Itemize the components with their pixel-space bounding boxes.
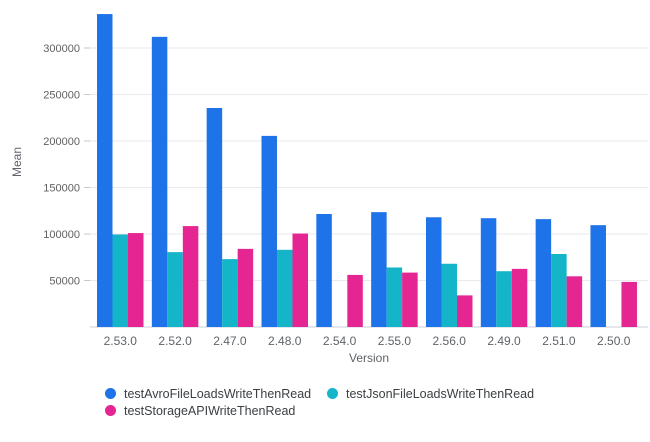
bar[interactable] (167, 252, 183, 327)
y-tick-label: 50000 (49, 276, 80, 288)
bar[interactable] (292, 233, 308, 327)
bar[interactable] (496, 271, 512, 327)
bar[interactable] (386, 267, 403, 327)
x-tick-label: 2.53.0 (104, 334, 138, 348)
bar[interactable] (535, 219, 552, 327)
legend: testAvroFileLoadsWriteThenRead testJsonFi… (105, 385, 534, 419)
legend-label: testJsonFileLoadsWriteThenRead (346, 386, 535, 401)
bar[interactable] (456, 295, 473, 327)
x-tick-label: 2.47.0 (213, 334, 247, 348)
y-tick-label: 250000 (43, 90, 80, 102)
bar[interactable] (441, 263, 457, 327)
bar[interactable] (182, 226, 199, 327)
bar[interactable] (551, 254, 567, 327)
legend-swatch-icon (327, 388, 338, 399)
bar[interactable] (97, 14, 113, 328)
x-axis-title: Version (348, 351, 390, 365)
bar[interactable] (511, 268, 528, 328)
x-tick-label: 2.54.0 (323, 334, 357, 348)
legend-label: testAvroFileLoadsWriteThenRead (124, 386, 312, 401)
bar[interactable] (261, 135, 277, 327)
bar[interactable] (128, 233, 144, 327)
bar[interactable] (621, 281, 637, 327)
x-tick-label: 2.51.0 (542, 334, 576, 348)
bar[interactable] (480, 218, 497, 327)
bar[interactable] (276, 249, 293, 327)
bar[interactable] (371, 212, 387, 327)
y-tick-label: 200000 (43, 136, 80, 148)
legend-label: testStorageAPIWriteThenRead (124, 403, 296, 418)
bar[interactable] (206, 107, 223, 328)
bar-plot: 50000 100000 150000 200000 250000 300000 2.53.… (43, 14, 648, 348)
legend-item-testStorageAPIWriteThenRead[interactable]: testStorageAPIWriteThenRead (105, 402, 327, 419)
legend-item-testAvroFileLoadsWriteThenRead[interactable]: testAvroFileLoadsWriteThenRead (105, 385, 327, 402)
x-tick-label: 2.49.0 (487, 334, 521, 348)
x-tick-label: 2.56.0 (433, 334, 467, 348)
legend-swatch-icon (105, 405, 116, 416)
x-tick-label: 2.50.0 (597, 334, 631, 348)
x-tick-label: 2.48.0 (268, 334, 302, 348)
y-tick-label: 100000 (43, 229, 80, 241)
bar[interactable] (590, 225, 606, 327)
bar[interactable] (425, 217, 442, 327)
legend-swatch-icon (105, 388, 116, 399)
bar[interactable] (566, 276, 583, 327)
y-tick-label: 300000 (43, 43, 80, 55)
y-axis-title: Mean (10, 146, 24, 178)
legend-item-testJsonFileLoadsWriteThenRead[interactable]: testJsonFileLoadsWriteThenRead (327, 385, 534, 402)
x-tick-label: 2.52.0 (158, 334, 192, 348)
bar[interactable] (222, 259, 238, 327)
x-tick-label: 2.55.0 (378, 334, 412, 348)
bar[interactable] (347, 274, 363, 327)
bar[interactable] (112, 234, 129, 327)
y-tick-label: 150000 (43, 183, 80, 195)
bar[interactable] (402, 272, 418, 327)
bar[interactable] (237, 248, 254, 327)
bar[interactable] (151, 36, 168, 328)
bar[interactable] (316, 214, 332, 327)
